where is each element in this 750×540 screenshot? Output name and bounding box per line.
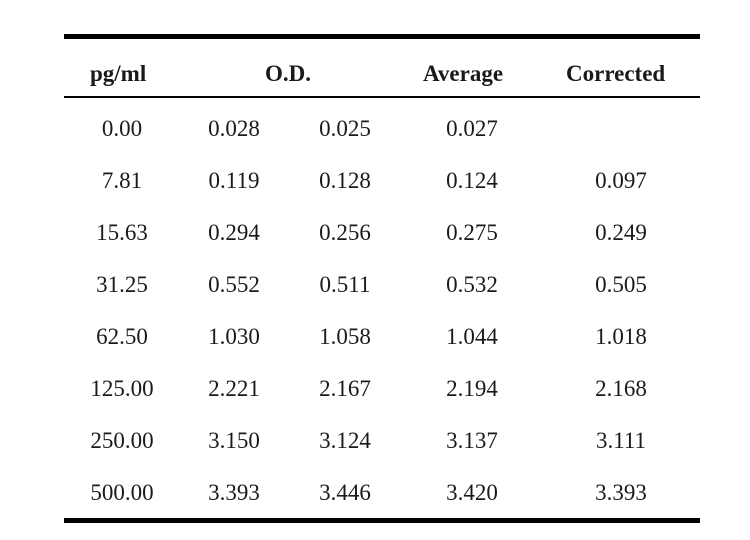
header-concentration: pg/ml xyxy=(90,61,147,86)
cell-average: 3.137 xyxy=(446,428,498,453)
cell-od-2: 0.025 xyxy=(319,116,371,141)
cell-concentration: 7.81 xyxy=(101,168,143,193)
cell-corrected: 0.505 xyxy=(595,272,647,297)
cell-concentration: 250.00 xyxy=(90,428,154,453)
cell-average: 0.124 xyxy=(446,168,498,193)
cell-corrected: 1.018 xyxy=(595,324,647,349)
cell-od-1: 0.119 xyxy=(208,168,260,193)
table-row: 62.50 1.030 1.058 1.044 1.018 xyxy=(64,310,700,362)
cell-average: 1.044 xyxy=(446,324,498,349)
cell-average: 0.532 xyxy=(446,272,498,297)
cell-od-2: 3.446 xyxy=(319,480,371,505)
table-row: 500.00 3.393 3.446 3.420 3.393 xyxy=(64,466,700,518)
table-top-rule xyxy=(64,34,700,39)
cell-corrected: 3.393 xyxy=(595,480,647,505)
cell-corrected: 2.168 xyxy=(595,376,647,401)
cell-average: 0.275 xyxy=(446,220,498,245)
table-body: 0.00 0.028 0.025 0.027 7.81 0.119 0.128 0.124 0.… xyxy=(64,98,700,518)
cell-concentration: 31.25 xyxy=(96,272,148,297)
cell-average: 0.027 xyxy=(446,116,498,141)
table-header-row: pg/ml O.D. Average Corrected xyxy=(64,39,700,96)
cell-average: 3.420 xyxy=(446,480,498,505)
cell-average: 2.194 xyxy=(446,376,498,401)
table-row: 0.00 0.028 0.025 0.027 xyxy=(64,102,700,154)
cell-od-1: 1.030 xyxy=(208,324,260,349)
table-row: 125.00 2.221 2.167 2.194 2.168 xyxy=(64,362,700,414)
table-row: 31.25 0.552 0.511 0.532 0.505 xyxy=(64,258,700,310)
cell-od-1: 0.552 xyxy=(208,272,260,297)
cell-concentration: 15.63 xyxy=(96,220,148,245)
cell-concentration: 0.00 xyxy=(101,116,143,141)
table-row: 7.81 0.119 0.128 0.124 0.097 xyxy=(64,154,700,206)
header-average: Average xyxy=(423,61,504,86)
cell-corrected: 3.111 xyxy=(595,428,647,453)
table-row: 250.00 3.150 3.124 3.137 3.111 xyxy=(64,414,700,466)
cell-od-2: 2.167 xyxy=(319,376,371,401)
table-header-rule xyxy=(64,96,700,98)
cell-od-1: 0.294 xyxy=(208,220,260,245)
header-corrected: Corrected xyxy=(566,61,666,86)
cell-concentration: 62.50 xyxy=(96,324,148,349)
cell-od-1: 2.221 xyxy=(208,376,260,401)
table-bottom-rule xyxy=(64,518,700,523)
cell-od-2: 0.511 xyxy=(319,272,371,297)
cell-od-2: 1.058 xyxy=(319,324,371,349)
cell-corrected: 0.249 xyxy=(595,220,647,245)
cell-od-2: 0.256 xyxy=(319,220,371,245)
header-od: O.D. xyxy=(265,61,311,86)
cell-od-1: 0.028 xyxy=(208,116,260,141)
cell-corrected: 0.097 xyxy=(595,168,647,193)
cell-concentration: 500.00 xyxy=(90,480,154,505)
cell-od-1: 3.150 xyxy=(208,428,260,453)
cell-od-1: 3.393 xyxy=(208,480,260,505)
cell-od-2: 3.124 xyxy=(319,428,371,453)
data-table: pg/ml O.D. Average Corrected 0.00 0.028 0.… xyxy=(64,34,700,523)
cell-concentration: 125.00 xyxy=(90,376,154,401)
cell-od-2: 0.128 xyxy=(319,168,371,193)
table-row: 15.63 0.294 0.256 0.275 0.249 xyxy=(64,206,700,258)
